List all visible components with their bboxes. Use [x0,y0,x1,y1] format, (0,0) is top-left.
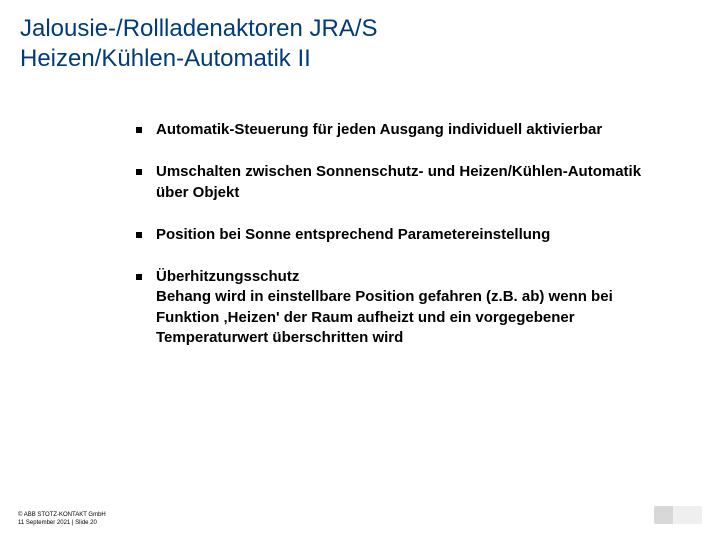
title-line-1: Jalousie-/Rollladenaktoren JRA/S [20,15,378,42]
footer-copyright: © ABB STOTZ-KONTAKT GmbH [18,512,106,520]
footer: © ABB STOTZ-KONTAKT GmbH 11 September 20… [18,512,106,528]
bullet-text: Position bei Sonne entsprechend Paramete… [156,225,666,245]
slide: Jalousie-/Rollladenaktoren JRA/S Heizen/… [0,0,720,540]
list-item: ÜberhitzungsschutzBehang wird in einstel… [136,267,666,348]
logo-icon [654,506,702,524]
square-bullet-icon [136,169,142,175]
slide-title: Jalousie-/Rollladenaktoren JRA/S Heizen/… [20,14,680,74]
bullet-text: Umschalten zwischen Sonnenschutz- und He… [156,162,666,203]
title-line-2: Heizen/Kühlen-Automatik II [20,45,311,72]
list-item: Umschalten zwischen Sonnenschutz- und He… [136,162,666,203]
bullet-text: Automatik-Steuerung für jeden Ausgang in… [156,120,666,140]
list-item: Position bei Sonne entsprechend Paramete… [136,225,666,245]
square-bullet-icon [136,232,142,238]
bullet-list: Automatik-Steuerung für jeden Ausgang in… [136,120,666,348]
list-item: Automatik-Steuerung für jeden Ausgang in… [136,120,666,140]
square-bullet-icon [136,127,142,133]
square-bullet-icon [136,274,142,280]
bullet-text: ÜberhitzungsschutzBehang wird in einstel… [156,267,666,348]
footer-date-slide: 11 September 2021 | Slide 20 [18,520,106,528]
